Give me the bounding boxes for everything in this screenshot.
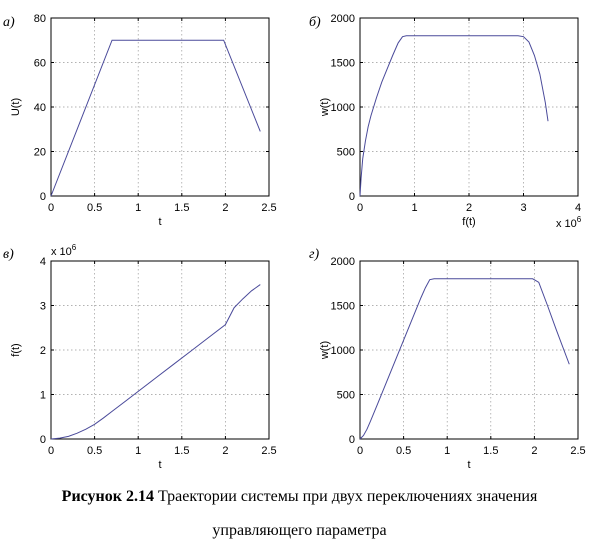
x-exponent-multiplier: x 106 [556, 215, 582, 230]
x-tick-label: 0 [357, 445, 363, 457]
y-tick-label: 2 [40, 345, 46, 357]
y-exponent-multiplier: x 106 [51, 243, 77, 258]
x-tick-label: 0 [48, 202, 54, 214]
panel-label: б) [309, 15, 321, 30]
y-tick-label: 0 [349, 434, 355, 446]
x-axis-label: f(t) [462, 216, 475, 228]
y-exponent-power: 6 [72, 243, 77, 252]
x-tick-label: 2 [466, 202, 472, 214]
y-axis-label: f(t) [10, 343, 22, 356]
x-tick-label: 0.5 [87, 202, 102, 214]
x-tick-label: 4 [575, 202, 581, 214]
x-tick-label: 1.5 [174, 202, 189, 214]
y-tick-label: 500 [337, 390, 355, 402]
x-tick-label: 2 [222, 202, 228, 214]
x-tick-label: 2.5 [261, 202, 276, 214]
x-axis-label: t [158, 459, 161, 471]
x-tick-label: 2 [222, 445, 228, 457]
panel-label: а) [3, 15, 15, 30]
x-tick-label: 1 [444, 445, 450, 457]
chart-g: 0 0.5 1 1.5 2 2.5 0 500 1000 1500 2000 t w(t) г) [309, 247, 586, 471]
x-tick-label: 1 [411, 202, 417, 214]
y-tick-label: 20 [34, 147, 46, 159]
y-tick-label: 40 [34, 102, 46, 114]
x-tick-label: 2.5 [261, 445, 276, 457]
y-tick-label: 2000 [331, 13, 355, 25]
x-tick-label: 1.5 [174, 445, 189, 457]
x-tick-label: 2.5 [570, 445, 585, 457]
x-tick-label: 0 [357, 202, 363, 214]
y-tick-label: 1500 [331, 301, 355, 313]
caption-text: Траектории системы при двух переключения… [154, 488, 538, 505]
panel-label: г) [309, 247, 319, 262]
x-tick-label: 0.5 [396, 445, 411, 457]
y-tick-label: 500 [337, 147, 355, 159]
y-tick-label: 4 [40, 256, 46, 268]
series-line [359, 278, 570, 440]
caption-label: Рисунок 2.14 [61, 488, 154, 505]
y-axis-label: w(t) [319, 98, 331, 117]
y-tick-label: 60 [34, 58, 46, 70]
x-tick-label: 0.5 [87, 445, 102, 457]
x-exponent-power: 6 [577, 215, 582, 224]
series-line [50, 284, 261, 440]
x-axis-label: t [158, 216, 161, 228]
x-tick-label: 3 [520, 202, 526, 214]
chart-a: 0 0.5 1 1.5 2 2.5 0 20 40 60 80 t U(t) а) [3, 13, 277, 228]
y-tick-label: 1000 [331, 345, 355, 357]
y-tick-label: 1 [40, 390, 46, 402]
panel-label: в) [3, 247, 14, 262]
y-tick-label: 1000 [331, 102, 355, 114]
y-tick-label: 0 [349, 191, 355, 203]
chart-b: 0 1 2 3 4 0 500 1000 1500 2000 f(t) w(t) x 106 б) [309, 13, 582, 230]
y-tick-label: 0 [40, 434, 46, 446]
x-tick-label: 1.5 [483, 445, 498, 457]
y-tick-label: 80 [34, 13, 46, 25]
x-tick-label: 1 [135, 445, 141, 457]
y-tick-label: 0 [40, 191, 46, 203]
figure-caption: Рисунок 2.14 Траектории системы при двух… [0, 488, 599, 506]
y-tick-label: 2000 [331, 256, 355, 268]
chart-v: 0 0.5 1 1.5 2 2.5 0 1 2 3 4 t f(t) x 106 в) [3, 243, 277, 471]
y-axis-label: w(t) [319, 341, 331, 360]
y-axis-label: U(t) [10, 98, 22, 116]
x-tick-label: 2 [531, 445, 537, 457]
figure-caption-line2: управляющего параметра [212, 522, 387, 539]
series-line [359, 35, 549, 197]
x-axis-label: t [467, 459, 470, 471]
y-tick-label: 1500 [331, 58, 355, 70]
x-tick-label: 1 [135, 202, 141, 214]
series-line [50, 39, 261, 197]
x-tick-label: 0 [48, 445, 54, 457]
y-tick-label: 3 [40, 301, 46, 313]
